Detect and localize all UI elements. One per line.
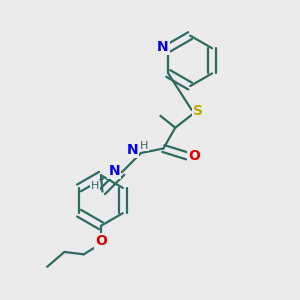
Text: O: O	[188, 149, 200, 163]
Text: N: N	[126, 143, 138, 157]
Text: H: H	[91, 181, 99, 191]
Text: S: S	[193, 104, 203, 118]
Text: N: N	[157, 40, 169, 54]
Text: H: H	[140, 140, 148, 151]
Text: N: N	[109, 164, 120, 178]
Text: O: O	[95, 234, 107, 248]
